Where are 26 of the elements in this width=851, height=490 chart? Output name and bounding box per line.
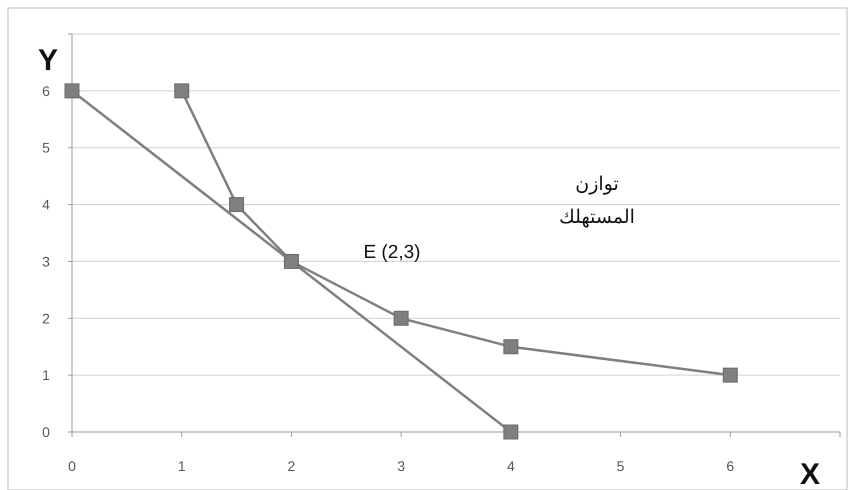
point	[722, 368, 738, 383]
point	[503, 424, 518, 440]
point	[174, 83, 190, 98]
y-tick-label: 4	[42, 196, 50, 213]
y-tick-label: 3	[42, 253, 50, 270]
y-tick-label: 0	[42, 424, 50, 440]
point	[229, 197, 244, 212]
y-tick-label: 2	[42, 310, 50, 326]
y-axis-title: Y	[38, 44, 58, 77]
point	[503, 339, 518, 354]
y-tick-label: 1	[42, 367, 50, 384]
x-tick-label: 3	[397, 458, 406, 474]
annotation: توازن المستهلك	[559, 174, 635, 228]
x-tick-label: 6	[726, 458, 734, 474]
x-tick-label: 5	[616, 458, 625, 474]
point	[394, 310, 409, 326]
x-tick-label: 0	[68, 458, 76, 474]
x-tick-label: 1	[178, 458, 186, 474]
point	[64, 83, 80, 98]
y-tick-label: 5	[42, 140, 50, 156]
y-tick-label: 6	[42, 82, 50, 99]
annotation: E (2,3)	[363, 242, 421, 263]
x-tick-label: 2	[288, 458, 296, 474]
x-axis-title: X	[800, 458, 820, 490]
point	[284, 254, 299, 269]
x-tick-label: 4	[506, 458, 515, 474]
